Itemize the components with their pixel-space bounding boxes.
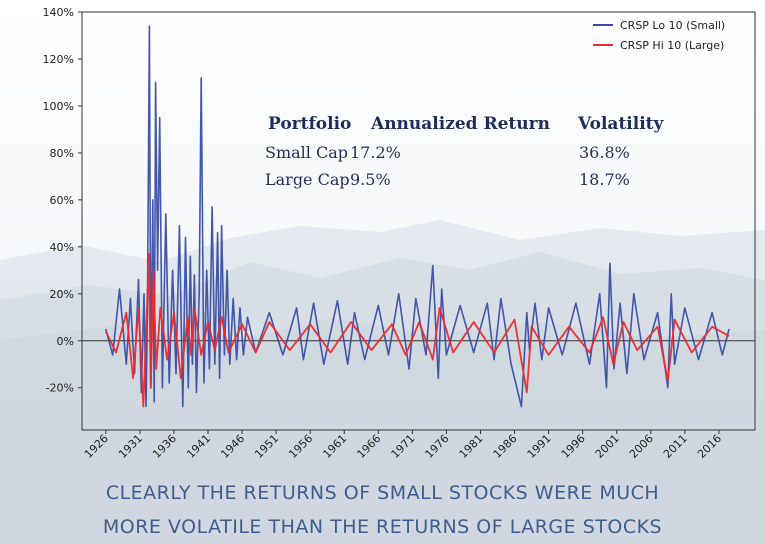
x-tick-label: 1966 (354, 432, 383, 461)
legend-label-large: CRSP Hi 10 (Large) (620, 39, 724, 52)
y-tick-label: 60% (50, 194, 74, 207)
x-tick-label: 2006 (627, 432, 656, 461)
stats-cell-portfolio: Small Cap (265, 143, 348, 162)
x-tick-label: 2001 (593, 432, 622, 461)
x-tick-label: 1981 (457, 432, 486, 461)
y-tick-label: 20% (50, 288, 74, 301)
y-tick-label: -20% (46, 382, 74, 395)
y-tick-label: 0% (57, 335, 74, 348)
legend-label-small: CRSP Lo 10 (Small) (620, 19, 725, 32)
stats-cell-volatility: 36.8% (579, 143, 630, 162)
caption-line-1: CLEARLY THE RETURNS OF SMALL STOCKS WERE… (105, 482, 660, 504)
y-tick-label: 40% (50, 241, 74, 254)
x-tick-label: 1956 (286, 432, 315, 461)
stats-header-return: Annualized Return (370, 114, 550, 134)
series-line-large (104, 252, 730, 408)
caption: CLEARLY THE RETURNS OF SMALL STOCKS WERE… (0, 476, 765, 544)
x-tick-label: 1971 (388, 432, 417, 461)
legend: CRSP Lo 10 (Small) CRSP Hi 10 (Large) (593, 19, 725, 52)
series-line-small (105, 25, 730, 408)
stats-header-volatility: Volatility (577, 114, 665, 134)
y-tick-label: 140% (43, 6, 74, 19)
x-tick-label: 1951 (252, 432, 281, 461)
x-tick-label: 2016 (695, 432, 724, 461)
x-tick-label: 1936 (150, 432, 179, 461)
x-tick-label: 1996 (559, 432, 588, 461)
y-tick-label: 120% (43, 53, 74, 66)
x-tick-label: 1976 (423, 432, 452, 461)
caption-line-2: MORE VOLATILE THAN THE RETURNS OF LARGE … (102, 516, 663, 538)
x-tick-label: 1941 (184, 432, 213, 461)
x-tick-label: 1931 (116, 432, 145, 461)
x-tick-label: 2011 (661, 432, 690, 461)
x-tick-label: 1991 (525, 432, 554, 461)
stats-cell-return: 9.5% (350, 170, 391, 189)
plot-frame (81, 11, 756, 431)
series-layer (104, 25, 730, 408)
y-tick-label: 80% (50, 147, 74, 160)
stats-table: Portfolio Annualized Return Volatility S… (265, 114, 665, 189)
x-tick-label: 1946 (218, 432, 247, 461)
stats-cell-portfolio: Large Cap (265, 170, 350, 189)
x-tick-label: 1986 (491, 432, 520, 461)
x-tick-label: 1926 (82, 432, 111, 461)
x-tick-label: 1961 (320, 432, 349, 461)
y-tick-label: 100% (43, 100, 74, 113)
stats-cell-volatility: 18.7% (579, 170, 630, 189)
stats-header-portfolio: Portfolio (268, 114, 351, 134)
stats-cell-return: 17.2% (350, 143, 401, 162)
